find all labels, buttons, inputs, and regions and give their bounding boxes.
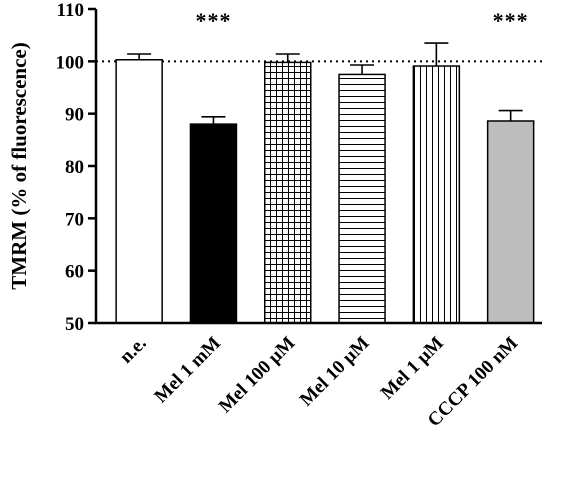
y-tick-label-90: 90 — [65, 105, 84, 126]
significance-label-5: *** — [493, 8, 529, 33]
x-tick-label-0: n.e. — [116, 333, 151, 368]
bar-5 — [486, 120, 535, 324]
y-tick-label-70: 70 — [65, 209, 84, 230]
x-tick-label-1: Mel 1 mM — [150, 333, 225, 408]
bar-4 — [412, 65, 461, 324]
bar-3 — [338, 73, 386, 324]
y-tick-label-60: 60 — [65, 262, 84, 283]
bar-0 — [115, 59, 163, 324]
x-tick-label-4: Mel 1 µM — [377, 333, 448, 404]
y-tick-label-50: 50 — [65, 314, 84, 335]
bar-2 — [264, 61, 312, 324]
x-tick-label-3: Mel 10 µM — [296, 333, 374, 411]
y-tick-label-110: 110 — [57, 0, 84, 21]
bar-1 — [189, 123, 238, 324]
y-tick-label-100: 100 — [56, 52, 85, 73]
significance-label-1: *** — [195, 8, 231, 33]
y-tick-label-80: 80 — [65, 157, 84, 178]
x-tick-label-2: Mel 100 µM — [215, 333, 300, 418]
y-axis-label: TMRM (% of fluorescence) — [7, 42, 31, 289]
